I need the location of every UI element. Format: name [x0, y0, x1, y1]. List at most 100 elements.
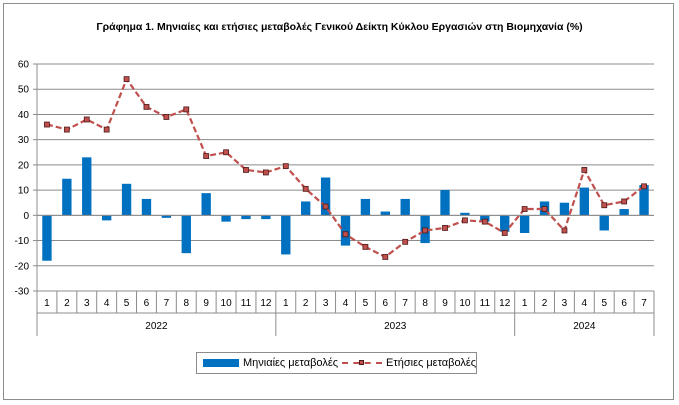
line-series — [44, 76, 647, 260]
point-annual — [63, 126, 70, 133]
bar-monthly — [340, 215, 351, 246]
x-tick-label: 3 — [323, 298, 329, 309]
point-annual — [123, 76, 130, 83]
point-annual — [223, 149, 229, 156]
point-annual — [641, 183, 647, 190]
bar-monthly — [380, 211, 390, 216]
bar-monthly — [440, 190, 450, 216]
bar-monthly — [599, 215, 609, 231]
y-tick-label: 30 — [18, 135, 30, 146]
x-tick-label: 12 — [499, 298, 511, 309]
x-tick-label: 9 — [442, 298, 448, 309]
x-tick-label: 5 — [124, 298, 130, 309]
point-annual — [243, 167, 249, 173]
x-tick-label: 8 — [183, 298, 189, 309]
chart-title: Γράφημα 1. Μηνιαίες και ετήσιες μεταβολέ… — [96, 21, 583, 33]
legend-swatch-annual — [342, 358, 383, 368]
bar-monthly — [141, 198, 152, 216]
point-annual — [601, 202, 608, 209]
bar-monthly — [62, 178, 72, 216]
x-tick-label: 3 — [562, 298, 568, 309]
y-tick-label: 20 — [18, 160, 30, 171]
x-tick-label: 4 — [104, 298, 110, 309]
point-annual — [402, 238, 409, 245]
point-annual — [282, 163, 289, 170]
point-annual — [302, 185, 309, 192]
point-annual — [481, 218, 488, 225]
x-tick-label: 6 — [144, 298, 150, 309]
x-tick-label: 12 — [260, 298, 272, 309]
x-tick-label: 2 — [542, 298, 548, 309]
point-annual — [362, 243, 369, 250]
bar-monthly — [500, 215, 510, 232]
x-tick-label: 3 — [84, 298, 90, 309]
legend-label-annual: Ετήσιες μεταβολές — [386, 357, 477, 369]
point-annual — [501, 230, 508, 236]
point-annual — [442, 225, 448, 231]
x-tick-label: 5 — [363, 298, 369, 309]
bar-monthly — [201, 193, 211, 216]
bar-monthly — [579, 187, 590, 216]
point-annual — [262, 169, 269, 176]
point-annual — [521, 206, 528, 212]
x-tick-label: 5 — [601, 298, 607, 309]
x-tick-label: 9 — [203, 298, 209, 309]
bar-monthly — [301, 201, 311, 216]
bar-monthly — [181, 215, 191, 254]
year-label: 2023 — [384, 321, 407, 332]
legend: Μηνιαίες μεταβολές Ετήσιες μεταβολές — [196, 352, 477, 374]
bar-monthly — [42, 215, 52, 261]
x-tick-label: 8 — [422, 298, 428, 309]
bar-monthly — [639, 185, 649, 216]
bar-monthly — [400, 198, 410, 216]
point-annual — [44, 121, 50, 128]
point-annual — [561, 227, 568, 234]
x-tick-label: 1 — [283, 298, 289, 309]
bar-series — [42, 157, 649, 261]
x-tick-label: 11 — [241, 298, 252, 309]
chart-frame — [3, 3, 674, 400]
bar-monthly — [261, 215, 271, 220]
year-label: 2022 — [145, 321, 168, 332]
y-tick-label: 50 — [18, 85, 30, 96]
grid-lines — [37, 63, 654, 292]
bar-monthly — [101, 215, 112, 221]
legend-item-monthly: Μηνιαίες μεταβολές — [197, 357, 338, 369]
point-annual — [183, 106, 190, 113]
bar-monthly — [241, 215, 251, 220]
y-tick-label: 0 — [23, 211, 29, 222]
x-tick-label: 2 — [303, 298, 309, 309]
x-tick-label: 6 — [621, 298, 627, 309]
point-annual — [103, 126, 110, 133]
point-annual — [322, 203, 329, 210]
point-annual — [163, 114, 170, 120]
y-tick-label: 10 — [18, 186, 30, 197]
point-annual — [422, 227, 429, 234]
point-annual — [143, 103, 150, 110]
bar-monthly — [360, 198, 371, 216]
bar-monthly — [82, 157, 92, 216]
point-annual — [581, 167, 588, 173]
x-tick-label: 4 — [582, 298, 588, 309]
x-tick-label: 2 — [64, 298, 70, 309]
point-annual — [203, 153, 210, 159]
y-tick-label: -30 — [15, 287, 30, 298]
bar-monthly — [619, 209, 629, 216]
legend-label-monthly: Μηνιαίες μεταβολές — [243, 357, 339, 369]
bar-monthly — [281, 215, 291, 255]
x-tick-label: 10 — [221, 298, 233, 309]
y-tick-label: -10 — [15, 236, 30, 247]
y-tick-label: 40 — [18, 110, 30, 121]
point-annual — [83, 116, 90, 123]
point-annual — [541, 206, 548, 212]
bar-monthly — [519, 215, 530, 233]
bar-monthly — [559, 202, 570, 216]
point-annual — [382, 254, 389, 260]
bar-monthly — [221, 215, 231, 222]
x-tick-label: 7 — [402, 298, 408, 309]
bar-monthly — [121, 183, 132, 216]
bar-monthly — [480, 215, 490, 222]
x-tick-label: 6 — [383, 298, 389, 309]
